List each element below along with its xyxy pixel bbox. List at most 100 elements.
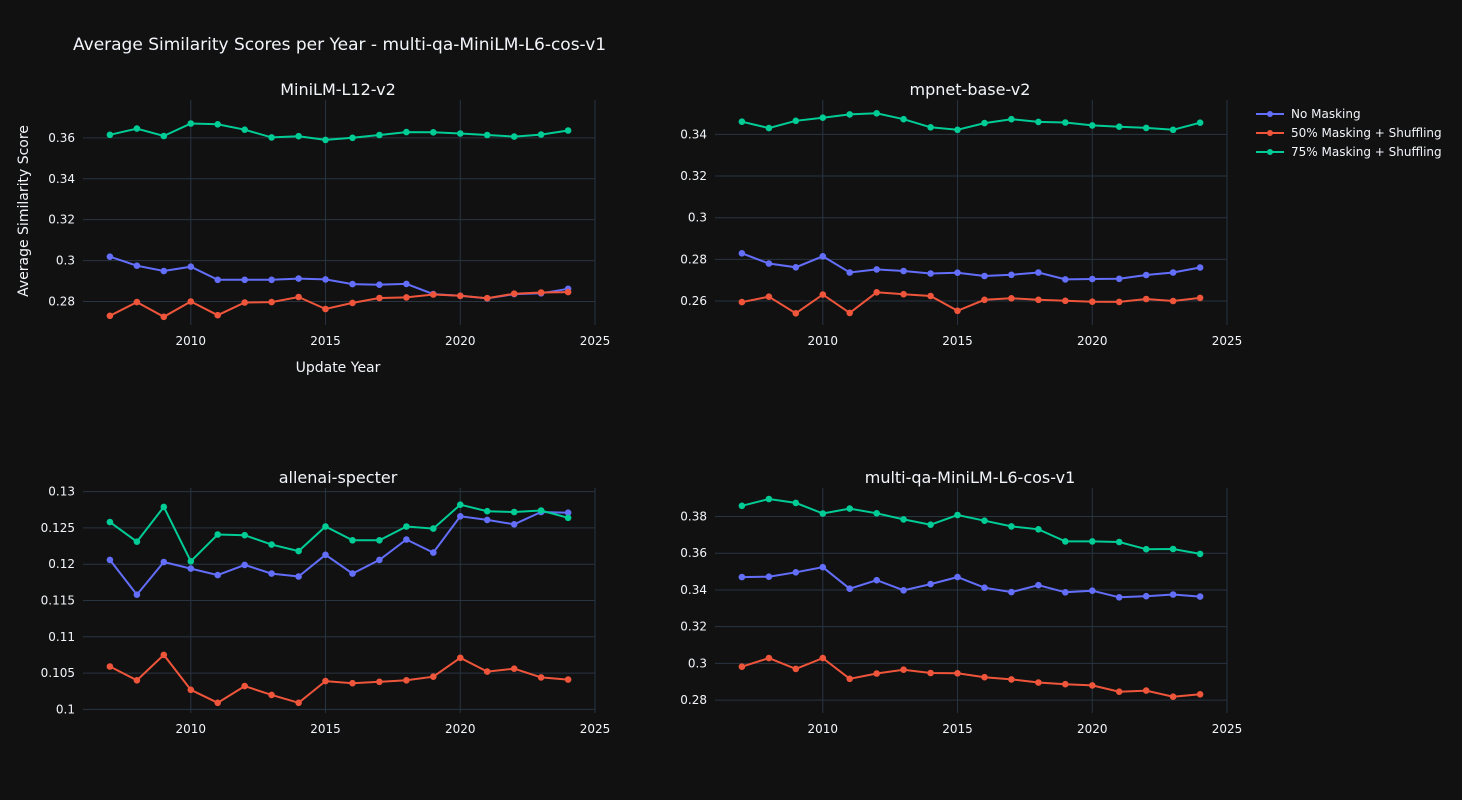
data-point[interactable] [981, 272, 988, 280]
data-point[interactable] [430, 291, 437, 298]
data-point[interactable] [457, 654, 464, 662]
data-point[interactable] [765, 495, 773, 503]
data-point[interactable] [846, 111, 853, 118]
data-point[interactable] [187, 263, 195, 271]
data-point[interactable] [1115, 594, 1123, 601]
data-point[interactable] [214, 276, 221, 284]
data-point[interactable] [765, 573, 773, 580]
data-point[interactable] [133, 125, 141, 132]
data-point[interactable] [792, 499, 800, 507]
data-point[interactable] [1062, 119, 1069, 126]
data-point[interactable] [1169, 591, 1177, 598]
data-point[interactable] [792, 117, 800, 125]
data-point[interactable] [819, 252, 827, 260]
data-point[interactable] [981, 584, 988, 591]
data-point[interactable] [187, 686, 195, 694]
data-point[interactable] [457, 130, 464, 137]
data-point[interactable] [765, 654, 773, 662]
data-point[interactable] [927, 669, 934, 677]
data-point[interactable] [214, 311, 221, 319]
data-point[interactable] [133, 298, 141, 306]
data-point[interactable] [241, 126, 248, 133]
data-point[interactable] [1142, 271, 1150, 279]
data-point[interactable] [1089, 298, 1096, 306]
data-point[interactable] [1115, 298, 1123, 306]
data-point[interactable] [954, 573, 961, 581]
data-point[interactable] [160, 267, 168, 275]
data-point[interactable] [564, 676, 572, 683]
data-point[interactable] [1008, 271, 1015, 279]
data-point[interactable] [819, 114, 827, 121]
data-point[interactable] [295, 699, 302, 707]
data-point[interactable] [430, 549, 437, 556]
data-point[interactable] [927, 124, 934, 131]
data-point[interactable] [295, 275, 302, 282]
data-point[interactable] [214, 121, 221, 128]
data-point[interactable] [846, 505, 853, 512]
data-point[interactable] [457, 292, 464, 300]
data-point[interactable] [738, 502, 746, 510]
data-point[interactable] [457, 501, 464, 509]
data-point[interactable] [187, 120, 195, 127]
data-point[interactable] [900, 115, 907, 123]
data-point[interactable] [430, 525, 437, 532]
data-point[interactable] [873, 289, 880, 296]
data-point[interactable] [873, 510, 880, 517]
data-point[interactable] [765, 124, 773, 132]
data-point[interactable] [927, 580, 934, 588]
data-point[interactable] [1115, 688, 1123, 695]
data-point[interactable] [349, 679, 356, 687]
data-point[interactable] [900, 666, 907, 673]
data-point[interactable] [160, 313, 168, 321]
data-point[interactable] [483, 131, 491, 139]
data-point[interactable] [1062, 680, 1069, 688]
data-point[interactable] [1089, 587, 1096, 594]
data-point[interactable] [268, 298, 275, 306]
data-point[interactable] [322, 276, 329, 283]
data-point[interactable] [483, 516, 491, 524]
data-point[interactable] [106, 663, 114, 670]
data-point[interactable] [510, 508, 518, 516]
data-point[interactable] [483, 668, 491, 675]
data-point[interactable] [564, 288, 572, 296]
data-point[interactable] [1035, 296, 1042, 304]
data-point[interactable] [376, 537, 383, 544]
data-point[interactable] [187, 298, 195, 305]
data-point[interactable] [1115, 275, 1123, 283]
data-point[interactable] [510, 665, 518, 672]
data-point[interactable] [900, 267, 907, 275]
data-point[interactable] [349, 280, 356, 288]
data-point[interactable] [214, 699, 221, 707]
data-point[interactable] [106, 312, 114, 320]
data-point[interactable] [873, 670, 880, 677]
data-point[interactable] [1169, 297, 1177, 305]
data-point[interactable] [981, 517, 988, 524]
data-point[interactable] [187, 565, 195, 572]
data-point[interactable] [133, 262, 141, 270]
data-point[interactable] [1008, 115, 1015, 123]
legend-item-75-masking[interactable]: 75% Masking + Shuffling [1256, 145, 1442, 159]
data-point[interactable] [106, 253, 114, 260]
data-point[interactable] [1062, 276, 1069, 283]
data-point[interactable] [322, 551, 329, 559]
data-point[interactable] [927, 270, 934, 277]
data-point[interactable] [403, 294, 410, 301]
data-point[interactable] [1089, 122, 1096, 129]
data-point[interactable] [349, 134, 356, 142]
data-point[interactable] [241, 531, 248, 539]
data-point[interactable] [322, 305, 329, 313]
data-point[interactable] [322, 677, 329, 685]
data-point[interactable] [927, 521, 934, 528]
data-point[interactable] [873, 266, 880, 273]
data-point[interactable] [268, 134, 275, 141]
data-point[interactable] [376, 131, 383, 139]
data-point[interactable] [981, 296, 988, 304]
data-point[interactable] [1089, 538, 1096, 545]
data-point[interactable] [160, 503, 168, 511]
data-point[interactable] [792, 264, 800, 271]
data-point[interactable] [1142, 592, 1150, 600]
data-point[interactable] [1115, 538, 1123, 546]
data-point[interactable] [1142, 124, 1150, 132]
data-point[interactable] [376, 281, 383, 289]
data-point[interactable] [1196, 691, 1204, 698]
